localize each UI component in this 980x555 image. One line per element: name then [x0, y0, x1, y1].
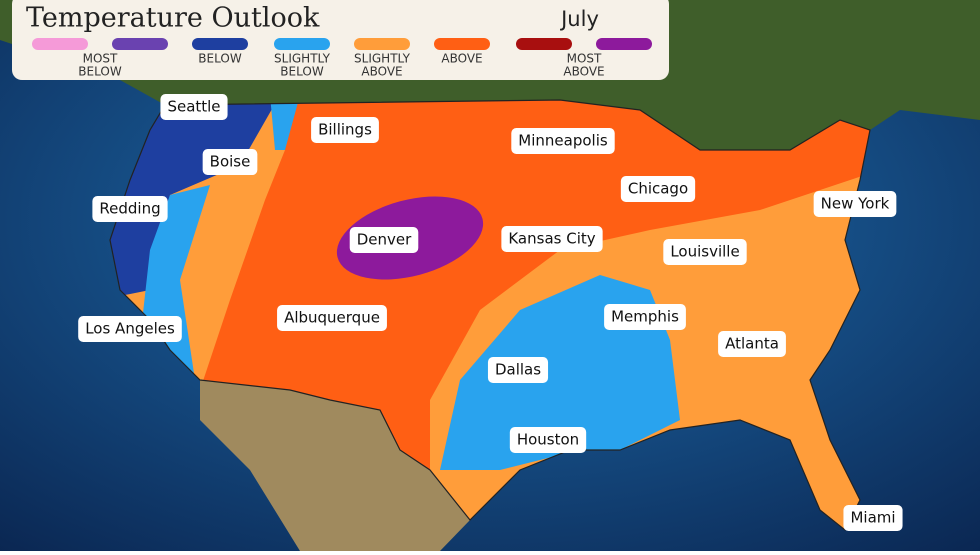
legend-label: BELOW	[78, 65, 122, 79]
city: Redding	[92, 196, 168, 222]
city: Denver	[349, 227, 419, 253]
city-box	[501, 226, 603, 252]
region	[200, 100, 870, 470]
legend-swatch	[516, 38, 572, 50]
legend-label: BELOW	[280, 65, 324, 79]
city-name: Los Angeles	[85, 320, 175, 338]
city-box	[202, 149, 258, 175]
legend-swatch	[274, 38, 330, 50]
city: Louisville	[663, 239, 747, 265]
legend-swatch	[434, 38, 490, 50]
city-name: Houston	[517, 431, 579, 449]
legend-label: ABOVE	[361, 65, 402, 79]
legend-label: ABOVE	[441, 52, 482, 66]
city: Kansas City	[501, 226, 603, 252]
city-name: Atlanta	[725, 335, 779, 353]
city: Atlanta	[718, 331, 786, 357]
mexico	[200, 380, 470, 551]
title: Temperature Outlook	[26, 3, 320, 34]
region	[110, 100, 280, 300]
city: Memphis	[604, 304, 686, 330]
legend-label: MOST	[83, 52, 118, 66]
city-name: Dallas	[495, 361, 541, 379]
city-box	[92, 196, 168, 222]
city-box	[663, 239, 747, 265]
city: Miami	[843, 505, 903, 531]
legend-panel	[12, 0, 669, 80]
city-box	[843, 505, 903, 531]
city-name: Billings	[318, 121, 372, 139]
city-box	[509, 427, 587, 453]
legend-swatch	[596, 38, 652, 50]
city-name: Redding	[99, 200, 160, 218]
city-name: Boise	[210, 153, 251, 171]
city-name: Miami	[850, 509, 895, 527]
legend-label: MOST	[567, 52, 602, 66]
city: Albuquerque	[277, 305, 387, 331]
city-name: Denver	[357, 231, 412, 249]
city-box	[311, 117, 379, 143]
city-name: Louisville	[670, 243, 739, 261]
city-name: Kansas City	[508, 230, 595, 248]
legend-label: BELOW	[198, 52, 242, 66]
city-box	[604, 304, 686, 330]
city: Boise	[202, 149, 258, 175]
city: New York	[813, 191, 897, 217]
legend-swatch	[112, 38, 168, 50]
city-name: New York	[821, 195, 890, 213]
city-box	[277, 305, 387, 331]
city-box	[487, 357, 549, 383]
city-name: Memphis	[611, 308, 679, 326]
city: Houston	[509, 427, 587, 453]
legend-swatch	[32, 38, 88, 50]
city-labels: Seattle Billings Minneapolis Boise Chicago Re…	[78, 94, 903, 531]
city-box	[78, 316, 182, 342]
city-box	[349, 227, 419, 253]
city: Minneapolis	[511, 128, 615, 154]
city-name: Albuquerque	[284, 309, 380, 327]
city: Billings	[311, 117, 379, 143]
city-name: Minneapolis	[518, 132, 608, 150]
city-name: Seattle	[167, 98, 220, 116]
city-box	[718, 331, 786, 357]
city-box	[813, 191, 897, 217]
city-box	[160, 94, 228, 120]
city: Los Angeles	[78, 316, 182, 342]
city: Seattle	[160, 94, 228, 120]
city-name: Chicago	[628, 180, 688, 198]
city: Dallas	[487, 357, 549, 383]
legend-label: ABOVE	[563, 65, 604, 79]
legend-label: SLIGHTLY	[354, 52, 411, 66]
legend-label: SLIGHTLY	[274, 52, 331, 66]
legend-swatch	[354, 38, 410, 50]
city-box	[511, 128, 615, 154]
period: July	[559, 7, 599, 31]
city-box	[620, 176, 696, 202]
legend-swatch	[192, 38, 248, 50]
city: Chicago	[620, 176, 696, 202]
